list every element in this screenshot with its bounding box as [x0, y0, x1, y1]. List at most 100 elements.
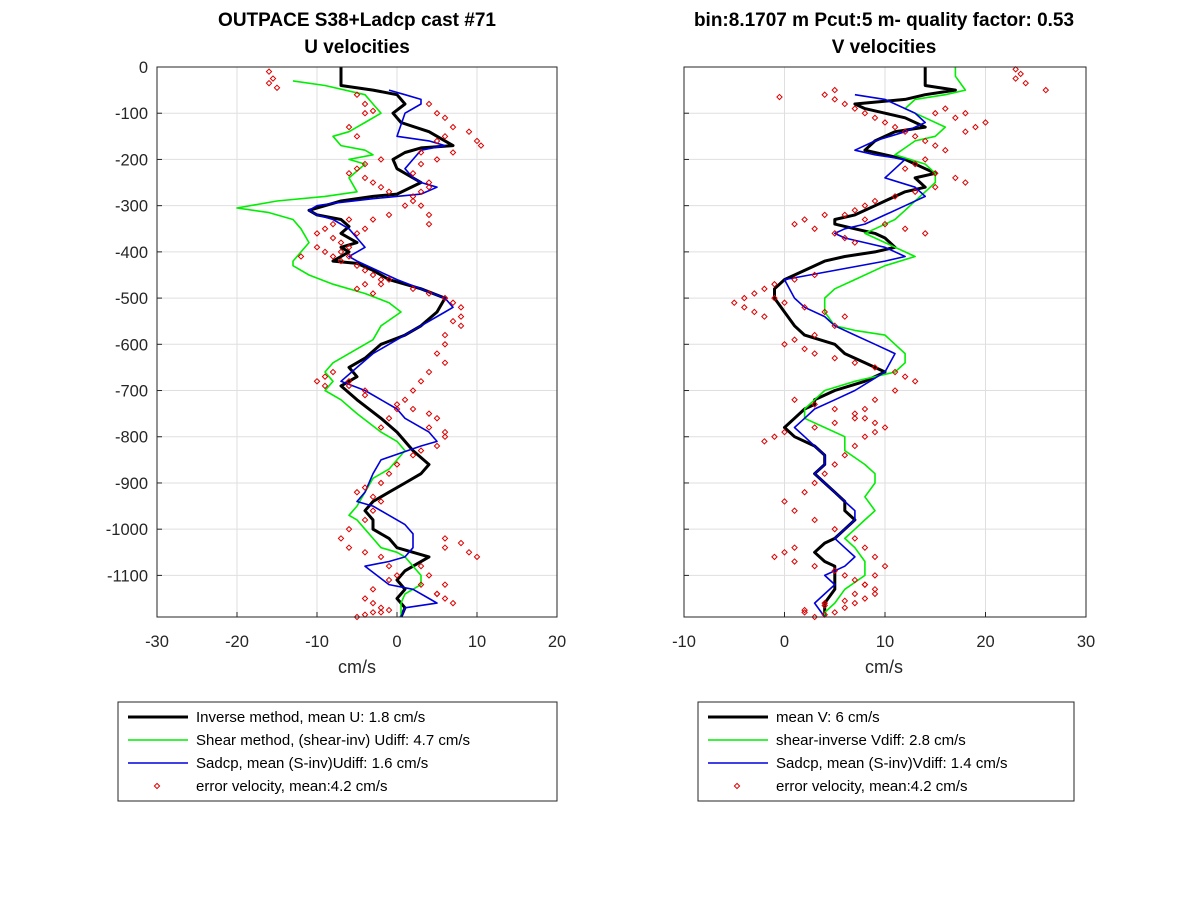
y-tick-label: -500: [115, 290, 148, 308]
error-velocity-point: [841, 313, 849, 320]
error-velocity-point: [891, 123, 899, 131]
error-velocity-point: [801, 606, 808, 614]
error-velocity-point: [441, 359, 449, 367]
u-x-axis-label: cm/s: [338, 657, 376, 677]
error-velocity-point: [931, 142, 939, 149]
error-velocity-point: [409, 405, 417, 413]
error-velocity-point: [851, 239, 859, 246]
error-velocity-point: [811, 401, 818, 408]
error-velocity-point: [433, 137, 441, 145]
error-velocity-point: [871, 197, 879, 205]
legend-label-inverse: mean V: 6 cm/s: [776, 709, 880, 726]
error-velocity-point: [353, 285, 361, 293]
error-velocity-point: [811, 225, 818, 233]
error-velocity-point: [841, 604, 849, 612]
error-velocity-point: [369, 216, 377, 223]
error-velocity-point: [417, 447, 425, 454]
error-velocity-point: [369, 271, 377, 279]
error-velocity-point: [361, 484, 369, 491]
error-velocity-point: [473, 553, 481, 561]
error-velocity-point: [891, 368, 899, 376]
error-velocity-point: [1022, 79, 1030, 87]
error-velocity-point: [811, 562, 818, 570]
legend-label-shear: shear-inverse Vdiff: 2.8 cm/s: [776, 732, 966, 749]
error-velocity-point: [441, 114, 449, 122]
y-tick-label: -600: [115, 336, 148, 354]
error-velocity-point: [385, 562, 393, 570]
error-velocity-point: [425, 220, 433, 228]
error-velocity-point: [941, 105, 949, 112]
error-velocity-point: [473, 137, 481, 145]
error-velocity-point: [831, 322, 839, 330]
error-velocity-point: [433, 414, 441, 422]
error-velocity-point: [781, 428, 788, 436]
error-velocity-point: [465, 548, 473, 556]
error-velocity-point: [761, 285, 768, 293]
error-velocity-point: [265, 79, 273, 87]
error-velocity-point: [377, 553, 385, 561]
error-velocity-point: [417, 377, 425, 385]
error-velocity-point: [361, 280, 369, 288]
error-velocity-point: [457, 539, 465, 547]
error-velocity-point: [369, 493, 377, 501]
u-ticks: -30 -20 -10 0 10 200-100-200-300-400-500-600-…: [106, 59, 566, 651]
v-ticks: -10 0 10 20 30: [672, 66, 1095, 651]
error-velocity-point: [409, 169, 417, 177]
error-velocity-point: [861, 405, 869, 413]
error-velocity-point: [377, 156, 385, 163]
error-velocity-point: [791, 276, 798, 283]
error-velocity-point: [425, 368, 433, 376]
x-tick-label: 10: [468, 633, 486, 651]
y-tick-label: -400: [115, 244, 148, 262]
error-velocity-point: [851, 535, 859, 542]
error-velocity-point: [871, 364, 879, 371]
error-velocity-point: [353, 133, 361, 140]
error-velocity-point: [881, 562, 889, 570]
error-velocity-point: [385, 414, 393, 422]
error-velocity-point: [781, 299, 788, 307]
x-tick-label: -10: [672, 633, 696, 651]
x-tick-label: 10: [876, 633, 894, 651]
error-velocity-point: [821, 211, 829, 219]
x-tick-label: 20: [976, 633, 994, 651]
error-velocity-point: [751, 308, 758, 316]
error-velocity-point: [449, 149, 457, 156]
error-velocity-point: [449, 317, 457, 325]
error-velocity-point: [1012, 75, 1019, 82]
error-velocity-point: [952, 174, 959, 182]
error-velocity-point: [425, 183, 433, 191]
error-velocity-point: [433, 156, 441, 163]
x-tick-label: -20: [225, 633, 249, 651]
error-velocity-point: [409, 193, 417, 200]
legend-label-sadcp: Sadcp, mean (S-inv)Udiff: 1.6 cm/s: [196, 755, 428, 772]
error-velocity-point: [982, 119, 989, 126]
error-velocity-point: [409, 387, 417, 394]
error-velocity-point: [761, 313, 768, 320]
error-velocity-point: [761, 438, 768, 445]
error-velocity-point: [313, 230, 321, 237]
error-velocity-point: [361, 548, 369, 556]
error-velocity-point: [831, 86, 839, 94]
error-velocity-point: [385, 276, 393, 283]
error-velocity-point: [771, 280, 778, 288]
legend-label-sadcp: Sadcp, mean (S-inv)Vdiff: 1.4 cm/s: [776, 755, 1007, 772]
error-velocity-point: [345, 123, 353, 131]
error-velocity-point: [811, 516, 818, 524]
error-velocity-point: [329, 368, 337, 376]
error-velocity-point: [911, 377, 919, 385]
legend-label-shear: Shear method, (shear-inv) Udiff: 4.7 cm/…: [196, 732, 470, 749]
error-velocity-point: [385, 188, 393, 196]
error-velocity-point: [401, 396, 409, 404]
error-velocity-point: [361, 267, 369, 274]
error-velocity-point: [811, 271, 818, 279]
y-tick-label: -300: [115, 198, 148, 216]
error-velocity-point: [881, 220, 889, 228]
error-velocity-point: [361, 109, 369, 117]
error-velocity-point: [353, 613, 361, 621]
error-velocity-point: [891, 193, 899, 200]
error-velocity-point: [901, 128, 909, 136]
error-velocity-point: [337, 535, 345, 542]
error-velocity-point: [353, 262, 361, 270]
error-velocity-point: [361, 595, 369, 602]
